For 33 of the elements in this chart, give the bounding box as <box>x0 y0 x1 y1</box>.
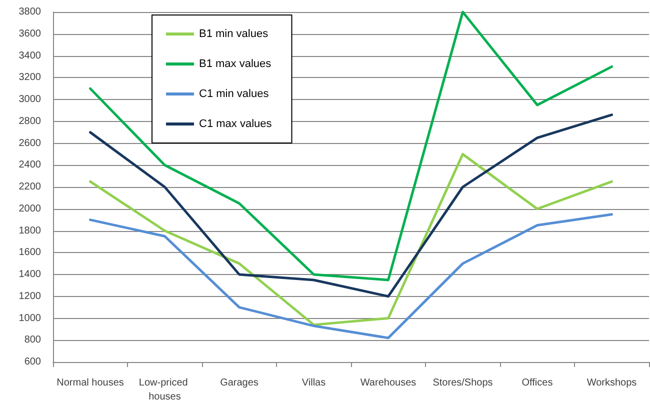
x-tick-label: Low-priced houses <box>138 378 191 402</box>
legend-label: B1 max values <box>199 58 272 70</box>
y-tick-label: 3000 <box>18 94 42 105</box>
legend-label: B1 min values <box>199 28 269 40</box>
line-series <box>89 10 613 282</box>
y-tick-label: 2400 <box>18 160 42 171</box>
y-tick-label: 2600 <box>18 138 42 149</box>
legend-label: C1 max values <box>199 118 272 130</box>
y-tick-label: 1400 <box>18 269 42 280</box>
x-tick-label: Workshops <box>586 378 637 388</box>
y-tick-label: 3400 <box>18 50 42 62</box>
y-tick-label: 3800 <box>18 6 42 18</box>
line-series <box>89 114 613 298</box>
y-tick-label: 2800 <box>18 116 42 127</box>
y-tick-label: 2000 <box>18 203 42 214</box>
y-tick-label: 600 <box>24 356 42 368</box>
x-tick-label: Offices <box>522 378 553 388</box>
x-tick-label: Stores/Shops <box>432 378 493 388</box>
x-tick-label: Normal houses <box>56 378 124 388</box>
y-tick-label: 2200 <box>18 182 42 192</box>
y-tick-label: 800 <box>24 334 42 346</box>
x-tick-label: Garages <box>220 378 258 388</box>
y-tick-label: 1000 <box>18 312 42 324</box>
y-tick-label: 1600 <box>18 247 42 258</box>
x-tick-label: Villas <box>302 378 326 388</box>
legend-label: C1 min values <box>199 88 270 100</box>
y-tick-label: 1800 <box>18 225 42 236</box>
y-tick-label: 3600 <box>18 28 42 40</box>
y-tick-label: 3200 <box>18 72 42 84</box>
x-tick-label: Warehouses <box>360 378 416 388</box>
y-tick-label: 1200 <box>18 290 42 302</box>
line-series <box>89 213 613 340</box>
line-series <box>89 152 613 326</box>
